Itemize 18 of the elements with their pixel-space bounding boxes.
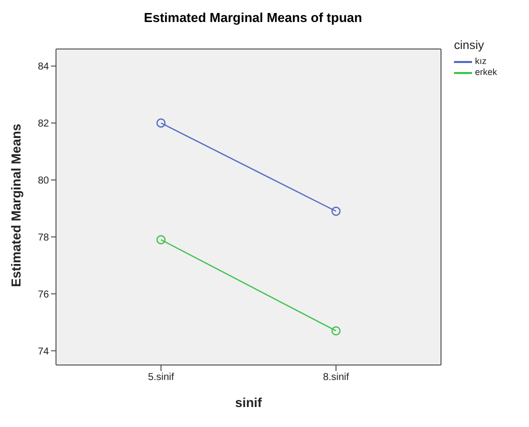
- point: [156, 118, 166, 128]
- point: [331, 206, 341, 216]
- y-tick-label: 76: [38, 289, 50, 300]
- point: [156, 235, 166, 244]
- x-tick-label: 5.sinif: [148, 372, 174, 384]
- legend-title: cinsiy: [454, 38, 486, 52]
- chart-title: Estimated Marginal Means of tpuan: [142, 10, 364, 25]
- y-tick-label: 80: [38, 176, 50, 187]
- y-axis-title: Estimated Marginal Means: [8, 124, 24, 287]
- y-tick-label: 78: [38, 232, 50, 244]
- x-axis-title: sinif: [235, 395, 263, 410]
- y-tick-label: 82: [38, 118, 50, 130]
- legend-label: kız: [475, 56, 487, 67]
- y-tick-label: 84: [38, 62, 50, 73]
- x-tick-label: 8.sinif: [322, 372, 350, 384]
- legend-label: erkek: [475, 67, 498, 78]
- point: [331, 326, 341, 336]
- y-tick-label: 74: [38, 346, 50, 358]
